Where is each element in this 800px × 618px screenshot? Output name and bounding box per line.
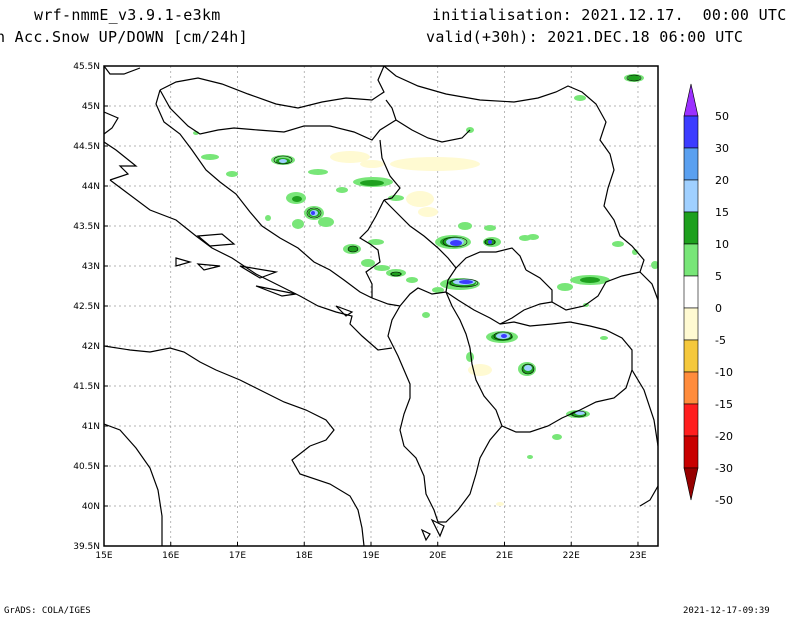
map-frame	[103, 65, 659, 547]
legend-swatch	[683, 339, 699, 373]
legend-label: 20	[715, 174, 729, 187]
timestamp-text: 2021-12-17-09:39	[683, 606, 770, 616]
latitude-labels: 45.5N 45N 44.5N 44N 43.5N 43N 42.5N 42N 41.5N 41N…	[73, 62, 100, 552]
lon-label: 18E	[296, 551, 313, 561]
lon-label: 15E	[95, 551, 112, 561]
lon-label: 20E	[429, 551, 446, 561]
legend-swatch	[683, 275, 699, 309]
legend-swatch	[683, 243, 699, 277]
legend-label: 30	[715, 142, 729, 155]
legend-label: -30	[715, 462, 733, 475]
lat-label: 40.5N	[73, 462, 100, 472]
lon-label: 17E	[229, 551, 246, 561]
country-borders	[104, 66, 658, 546]
lon-label: 22E	[563, 551, 580, 561]
snow-fields	[193, 74, 658, 506]
lat-label: 42.5N	[73, 302, 100, 312]
valid-time: valid(+30h): 2021.DEC.18 06:00 UTC	[426, 28, 744, 46]
legend-label: -15	[715, 398, 733, 411]
variable-title: n Acc.Snow UP/DOWN [cm/24h]	[0, 28, 248, 46]
lat-label: 39.5N	[73, 542, 100, 552]
lon-label: 23E	[629, 551, 646, 561]
lat-label: 43N	[82, 262, 100, 272]
credit-text: GrADS: COLA/IGES	[4, 606, 91, 616]
legend-arrow-bottom	[683, 467, 699, 501]
lon-label: 19E	[362, 551, 379, 561]
model-title: wrf-nmmE_v3.9.1-e3km	[34, 6, 221, 24]
longitude-labels: 15E 16E 17E 18E 19E 20E 21E 22E 23E	[95, 551, 646, 561]
legend-label: 15	[715, 206, 729, 219]
legend-swatch	[683, 211, 699, 245]
lat-label: 41.5N	[73, 382, 100, 392]
legend-label: 5	[715, 270, 722, 283]
legend-swatch	[683, 403, 699, 437]
legend-label: 10	[715, 238, 729, 251]
legend-swatch	[683, 307, 699, 341]
legend-label: 50	[715, 110, 729, 123]
lat-label: 44N	[82, 182, 100, 192]
legend-label: -5	[715, 334, 726, 347]
initialisation-time: initialisation: 2021.12.17. 00:00 UTC	[432, 6, 787, 24]
lat-label: 43.5N	[73, 222, 100, 232]
lon-label: 16E	[162, 551, 179, 561]
legend-swatch	[683, 115, 699, 149]
legend-swatch	[683, 147, 699, 181]
lat-label: 44.5N	[73, 142, 100, 152]
legend-swatch	[683, 179, 699, 213]
lat-label: 45N	[82, 102, 100, 112]
lat-label: 40N	[82, 502, 100, 512]
lon-label: 21E	[496, 551, 513, 561]
legend-arrow-top	[683, 83, 699, 117]
legend-label: -50	[715, 494, 733, 507]
lat-label: 41N	[82, 422, 100, 432]
legend-swatch	[683, 435, 699, 469]
legend-label: -20	[715, 430, 733, 443]
legend-label: -10	[715, 366, 733, 379]
legend-swatch	[683, 371, 699, 405]
lat-label: 45.5N	[73, 62, 100, 72]
lat-label: 42N	[82, 342, 100, 352]
grid-lines	[103, 65, 658, 547]
legend-label: 0	[715, 302, 722, 315]
